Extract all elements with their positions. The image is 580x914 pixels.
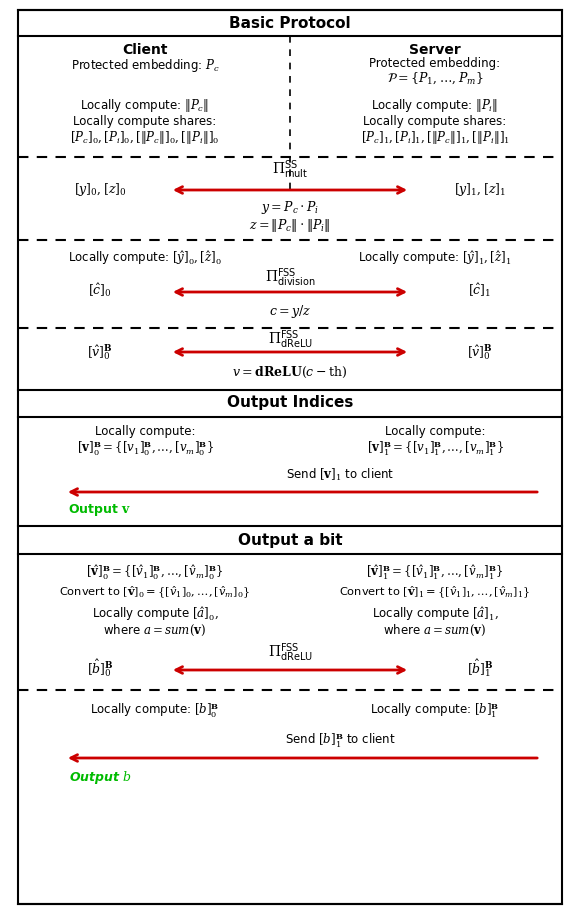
Text: Output a bit: Output a bit — [238, 533, 342, 547]
Text: Locally compute: $[\hat{y}]_0, [\hat{z}]_0$: Locally compute: $[\hat{y}]_0, [\hat{z}]… — [68, 249, 222, 267]
Text: $[P_c]_0, [P_i]_0, [\|P_c\|]_0, [\|P_i\|]_0$: $[P_c]_0, [P_i]_0, [\|P_c\|]_0, [\|P_i\|… — [70, 130, 220, 146]
Text: Locally compute shares:: Locally compute shares: — [364, 115, 506, 129]
Text: Server: Server — [409, 43, 461, 57]
Text: $[y]_1, [z]_1$: $[y]_1, [z]_1$ — [454, 182, 506, 198]
Text: $[\hat{b}]_1^{\mathbf{B}}$: $[\hat{b}]_1^{\mathbf{B}}$ — [466, 657, 494, 679]
Text: Client: Client — [122, 43, 168, 57]
Text: Send $[b]_1^{\mathbf{B}}$ to client: Send $[b]_1^{\mathbf{B}}$ to client — [285, 730, 396, 749]
Text: $\Pi^{\mathsf{FSS}}_{\mathsf{division}}$: $\Pi^{\mathsf{FSS}}_{\mathsf{division}}$ — [264, 267, 316, 290]
Text: $y = P_c \cdot P_i$: $y = P_c \cdot P_i$ — [261, 199, 319, 217]
Text: $[\mathbf{v}]_1^{\mathbf{B}} = \{[v_1]_1^{\mathbf{B}},\ldots,[v_m]_1^{\mathbf{B}: $[\mathbf{v}]_1^{\mathbf{B}} = \{[v_1]_1… — [367, 438, 503, 458]
Text: $[P_c]_1, [P_i]_1, [\|P_c\|]_1, [\|P_i\|]_1$: $[P_c]_1, [P_i]_1, [\|P_c\|]_1, [\|P_i\|… — [361, 130, 509, 146]
Text: $[\mathbf{v}]_0^{\mathbf{B}} = \{[v_1]_0^{\mathbf{B}},\ldots,[v_m]_0^{\mathbf{B}: $[\mathbf{v}]_0^{\mathbf{B}} = \{[v_1]_0… — [77, 438, 213, 458]
Text: Convert to $[\hat{\mathbf{v}}]_1 = \{[\hat{v}_1]_1,\ldots,[\hat{v}_m]_1\}$: Convert to $[\hat{\mathbf{v}}]_1 = \{[\h… — [339, 584, 531, 600]
Text: Locally compute: $\|P_i\|$: Locally compute: $\|P_i\|$ — [371, 97, 499, 113]
Text: $[\hat{b}]_0^{\mathbf{B}}$: $[\hat{b}]_0^{\mathbf{B}}$ — [86, 657, 114, 679]
Text: Output Indices: Output Indices — [227, 396, 353, 410]
Text: $[\hat{c}]_1$: $[\hat{c}]_1$ — [469, 282, 492, 299]
Text: $\Pi^{\mathsf{SS}}_{\mathsf{mult}}$: $\Pi^{\mathsf{SS}}_{\mathsf{mult}}$ — [272, 159, 308, 181]
Text: where $a = \mathit{sum}(\mathbf{v})$: where $a = \mathit{sum}(\mathbf{v})$ — [383, 622, 487, 638]
Text: $[\hat{v}]_0^{\mathbf{B}}$: $[\hat{v}]_0^{\mathbf{B}}$ — [467, 342, 493, 362]
Text: where $a = \mathit{sum}(\mathbf{v})$: where $a = \mathit{sum}(\mathbf{v})$ — [103, 622, 206, 638]
Text: Output $\mathbf{v}$: Output $\mathbf{v}$ — [68, 502, 132, 518]
Text: Convert to $[\hat{\mathbf{v}}]_0 = \{[\hat{v}_1]_0,\ldots,[\hat{v}_m]_0\}$: Convert to $[\hat{\mathbf{v}}]_0 = \{[\h… — [59, 584, 251, 600]
Text: $[\hat{\mathbf{v}}]_1^{\mathbf{B}} = \{[\hat{v}_1]_1^{\mathbf{B}},\ldots,[\hat{v: $[\hat{\mathbf{v}}]_1^{\mathbf{B}} = \{[… — [367, 562, 503, 581]
Text: Protected embedding: $P_c$: Protected embedding: $P_c$ — [71, 57, 219, 73]
Text: Locally compute: $\|P_c\|$: Locally compute: $\|P_c\|$ — [81, 97, 209, 113]
Text: $\Pi^{\mathsf{FSS}}_{\mathsf{dReLU}}$: $\Pi^{\mathsf{FSS}}_{\mathsf{dReLU}}$ — [267, 642, 313, 664]
Text: Locally compute: $[\hat{y}]_1, [\hat{z}]_1$: Locally compute: $[\hat{y}]_1, [\hat{z}]… — [358, 249, 512, 267]
Text: Protected embedding:: Protected embedding: — [369, 57, 501, 69]
Text: $\mathcal{P} = \{P_1,\ldots,P_m\}$: $\mathcal{P} = \{P_1,\ldots,P_m\}$ — [387, 70, 483, 86]
Text: Locally compute: $[b]_0^{\mathbf{B}}$: Locally compute: $[b]_0^{\mathbf{B}}$ — [90, 700, 220, 719]
Text: $z = \|P_c\| \cdot \|P_i\|$: $z = \|P_c\| \cdot \|P_i\|$ — [249, 217, 331, 233]
Text: Send $[\mathbf{v}]_1$ to client: Send $[\mathbf{v}]_1$ to client — [286, 467, 394, 484]
Text: Locally compute:: Locally compute: — [95, 426, 195, 439]
Text: Basic Protocol: Basic Protocol — [229, 16, 351, 30]
Text: Locally compute shares:: Locally compute shares: — [74, 115, 216, 129]
Text: $v = \mathbf{dReLU}(c - \mathrm{th})$: $v = \mathbf{dReLU}(c - \mathrm{th})$ — [233, 365, 347, 379]
Text: Output $b$: Output $b$ — [68, 770, 132, 787]
Text: $[y]_0, [z]_0$: $[y]_0, [z]_0$ — [74, 182, 126, 198]
Text: $[\hat{c}]_0$: $[\hat{c}]_0$ — [88, 282, 112, 299]
Text: Locally compute $[\hat{a}]_0,$: Locally compute $[\hat{a}]_0,$ — [92, 605, 218, 623]
Text: Locally compute $[\hat{a}]_1,$: Locally compute $[\hat{a}]_1,$ — [372, 605, 498, 623]
Text: $[\hat{\mathbf{v}}]_0^{\mathbf{B}} = \{[\hat{v}_1]_0^{\mathbf{B}},\ldots,[\hat{v: $[\hat{\mathbf{v}}]_0^{\mathbf{B}} = \{[… — [86, 562, 224, 581]
Text: $c = y/z$: $c = y/z$ — [269, 303, 311, 321]
Text: Locally compute:: Locally compute: — [385, 426, 485, 439]
Text: $\Pi^{\mathsf{FSS}}_{\mathsf{dReLU}}$: $\Pi^{\mathsf{FSS}}_{\mathsf{dReLU}}$ — [267, 329, 313, 351]
Text: Locally compute: $[b]_1^{\mathbf{B}}$: Locally compute: $[b]_1^{\mathbf{B}}$ — [370, 700, 500, 719]
Text: $[\hat{v}]_0^{\mathbf{B}}$: $[\hat{v}]_0^{\mathbf{B}}$ — [87, 342, 113, 362]
